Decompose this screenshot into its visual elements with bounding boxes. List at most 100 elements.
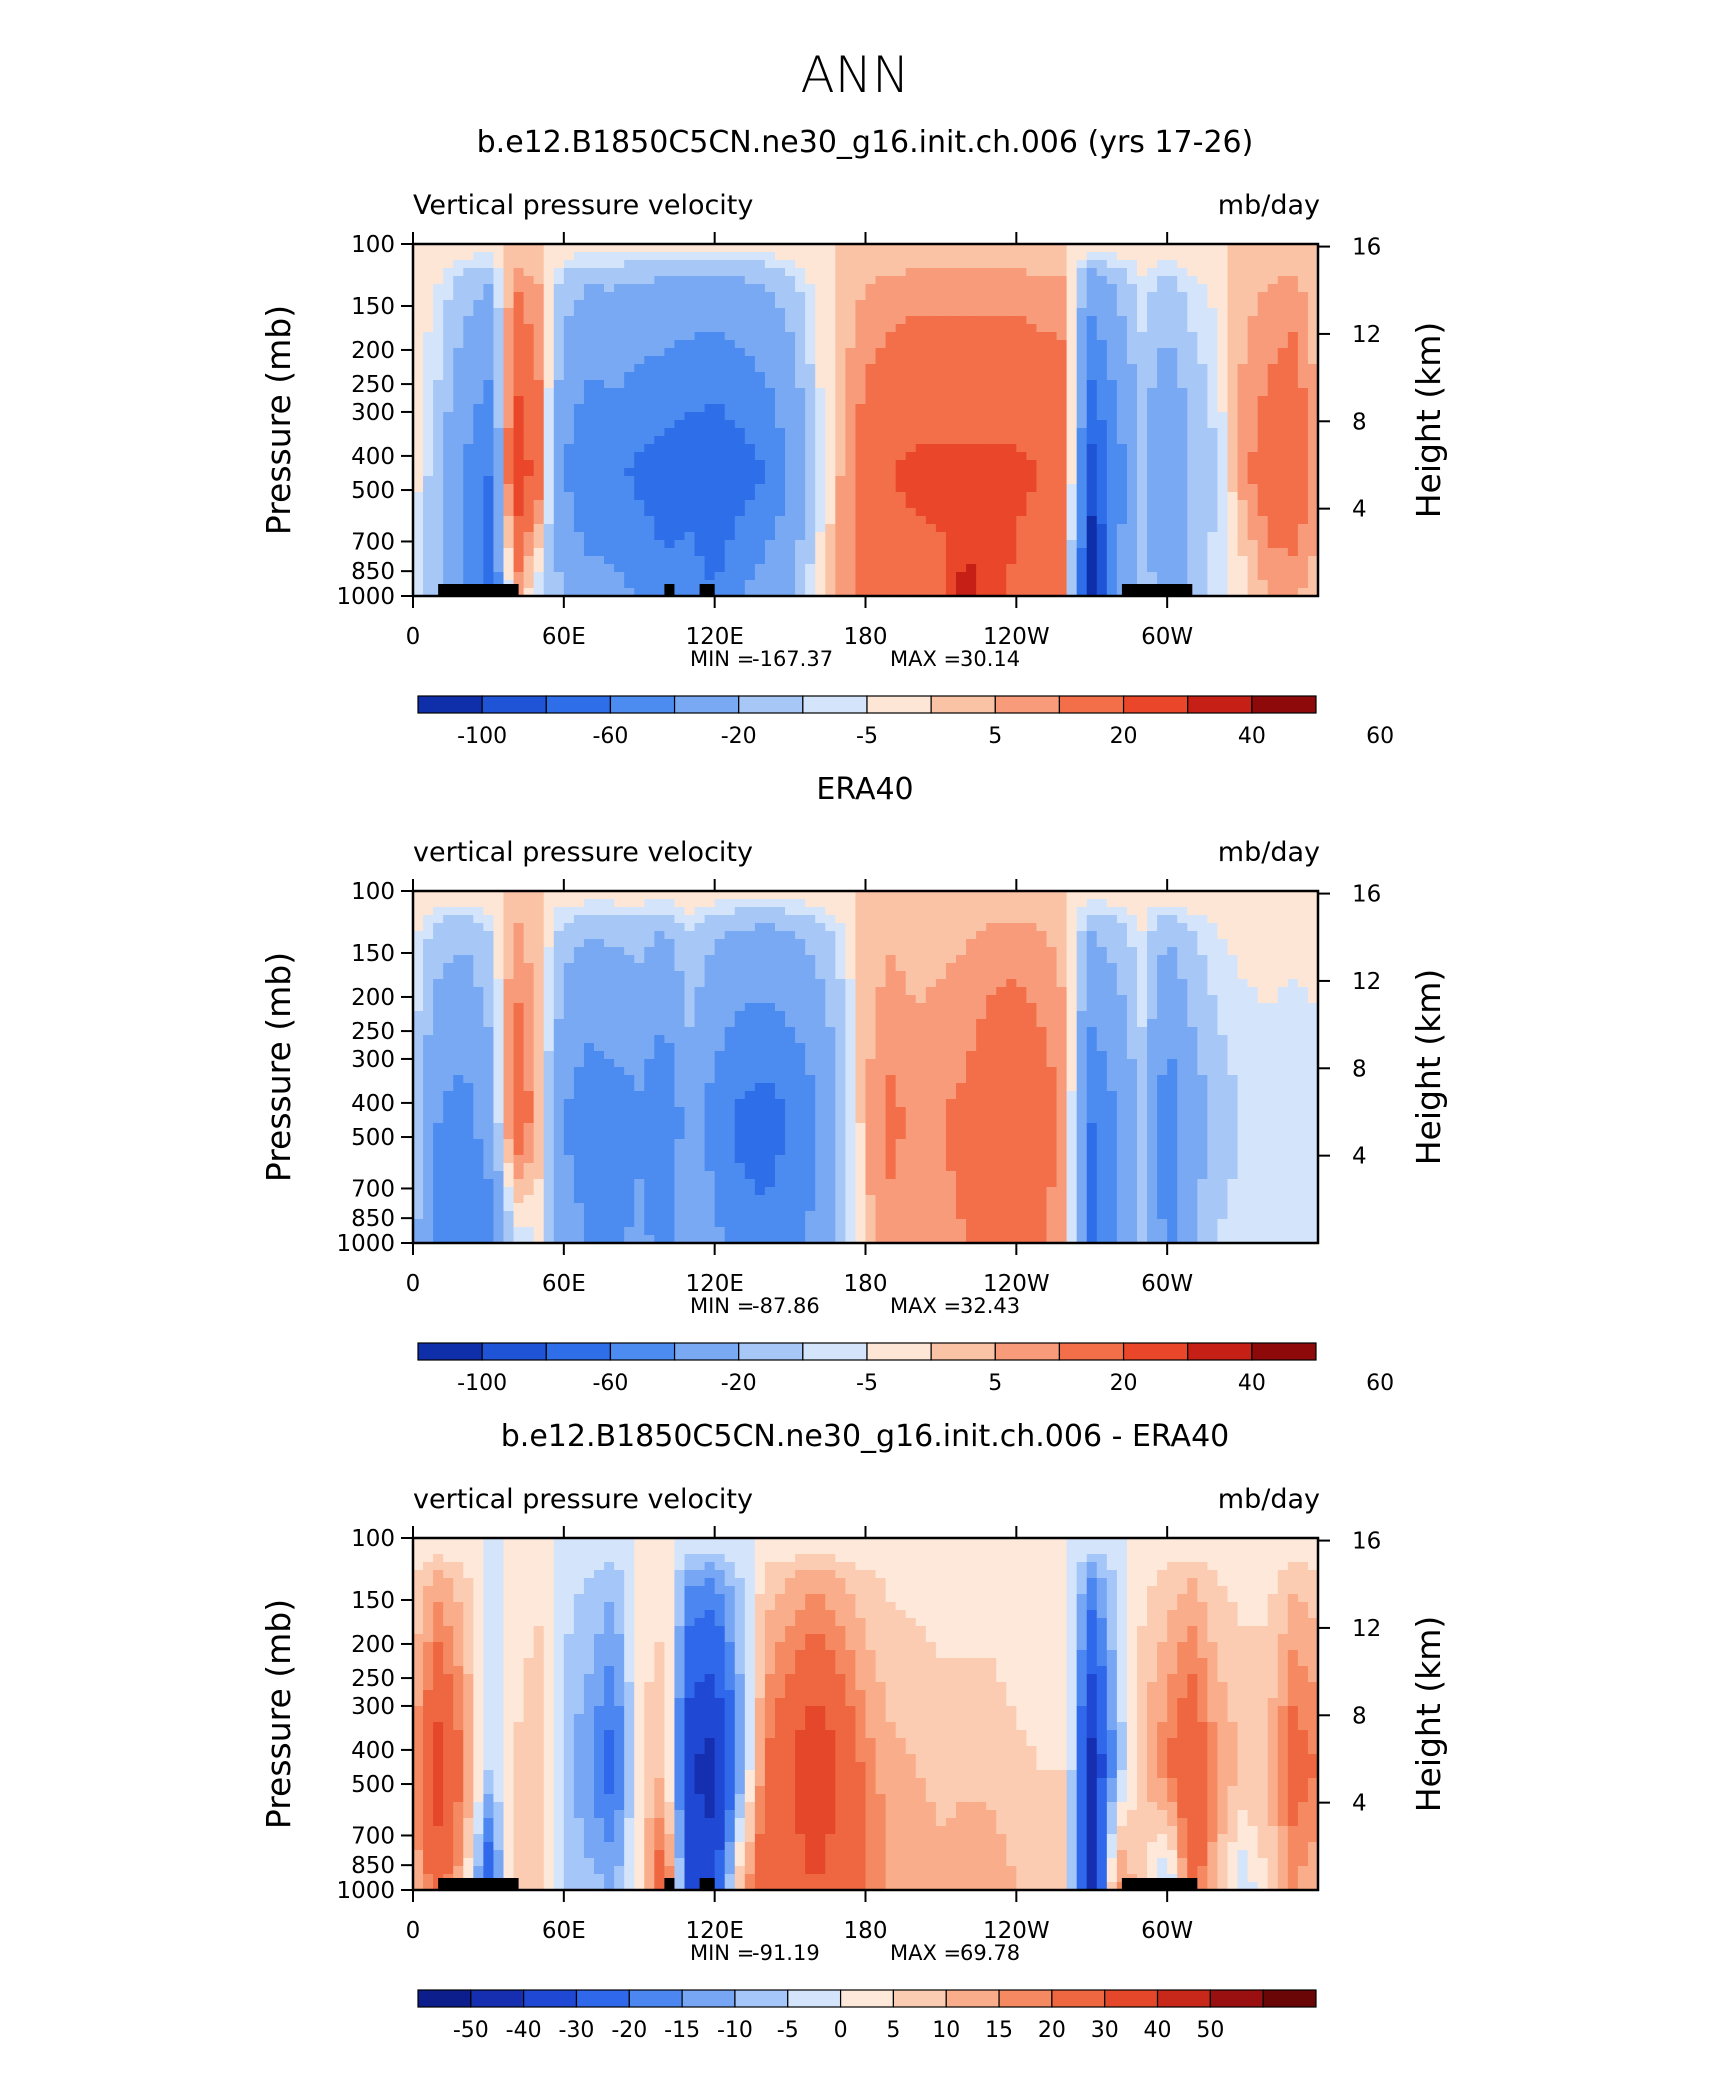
- heatmap-cell: [604, 540, 615, 549]
- heatmap-cell: [754, 340, 766, 349]
- heatmap-cell: [1086, 556, 1098, 565]
- heatmap-cell: [1056, 276, 1068, 285]
- heatmap-cell: [966, 516, 977, 525]
- heatmap-cell: [553, 268, 565, 277]
- heatmap-cell: [483, 476, 495, 485]
- heatmap-cell: [413, 1003, 424, 1012]
- heatmap-cell: [473, 500, 484, 509]
- heatmap-cell: [895, 324, 907, 333]
- heatmap-cell: [463, 476, 474, 485]
- heatmap-cell: [493, 1147, 505, 1156]
- heatmap-cell: [1116, 348, 1128, 357]
- heatmap-cell: [604, 1123, 615, 1132]
- heatmap-cell: [493, 428, 505, 437]
- heatmap-cell: [483, 364, 495, 373]
- heatmap-cell: [1187, 540, 1198, 549]
- heatmap-cell: [785, 388, 796, 397]
- heatmap-cell: [503, 524, 515, 533]
- heatmap-cell: [483, 1203, 495, 1212]
- heatmap-cell: [463, 452, 474, 461]
- heatmap-cell: [1066, 412, 1078, 421]
- heatmap-cell: [1147, 252, 1158, 261]
- heatmap-cell: [433, 564, 444, 573]
- heatmap-cell: [543, 1147, 555, 1156]
- heatmap-cell: [724, 444, 736, 453]
- heatmap-cell: [443, 931, 454, 940]
- heatmap-cell: [423, 1091, 434, 1100]
- heatmap-cell: [473, 276, 484, 285]
- heatmap-cell: [835, 532, 846, 541]
- heatmap-cell: [855, 396, 867, 405]
- heatmap-cell: [513, 915, 525, 924]
- heatmap-cell: [925, 556, 937, 565]
- heatmap-cell: [775, 492, 786, 501]
- heatmap-cell: [1217, 388, 1229, 397]
- heatmap-cell: [905, 420, 917, 429]
- heatmap-cell: [513, 1107, 525, 1116]
- heatmap-cell: [1106, 356, 1118, 365]
- heatmap-cell: [594, 268, 605, 277]
- heatmap-cell: [624, 356, 635, 365]
- heatmap-cell: [553, 1123, 565, 1132]
- heatmap-cell: [945, 364, 957, 373]
- heatmap-cell: [1177, 276, 1188, 285]
- heatmap-cell: [1016, 524, 1027, 533]
- heatmap-cell: [463, 348, 474, 357]
- heatmap-cell: [624, 1067, 635, 1076]
- variable-label: vertical pressure velocity: [413, 837, 753, 868]
- heatmap-cell: [1187, 476, 1198, 485]
- heatmap-cell: [543, 1107, 555, 1116]
- heatmap-cell: [443, 1011, 454, 1020]
- heatmap-cell: [513, 516, 525, 525]
- heatmap-cell: [845, 244, 857, 253]
- heatmap-cell: [1307, 252, 1319, 261]
- heatmap-cell: [1277, 260, 1289, 269]
- heatmap-cell: [744, 292, 756, 301]
- heatmap-cell: [775, 516, 786, 525]
- heatmap-cell: [865, 492, 877, 501]
- heatmap-cell: [1307, 532, 1319, 541]
- heatmap-cell: [825, 356, 836, 365]
- heatmap-cell: [885, 276, 897, 285]
- heatmap-cell: [523, 340, 535, 349]
- heatmap-cell: [704, 524, 716, 533]
- heatmap-cell: [453, 292, 464, 301]
- heatmap-cell: [966, 452, 977, 461]
- heatmap-cell: [986, 380, 997, 389]
- heatmap-cell: [594, 1115, 605, 1124]
- heatmap-cell: [483, 348, 495, 357]
- heatmap-cell: [1277, 332, 1289, 341]
- heatmap-cell: [443, 444, 454, 453]
- heatmap-cell: [945, 508, 957, 517]
- heatmap-cell: [835, 508, 846, 517]
- heatmap-cell: [865, 348, 877, 357]
- heatmap-cell: [1177, 388, 1188, 397]
- heatmap-cell: [785, 548, 796, 557]
- heatmap-cell: [1307, 348, 1319, 357]
- heatmap-cell: [996, 356, 1007, 365]
- heatmap-cell: [604, 907, 615, 916]
- heatmap-cell: [664, 420, 676, 429]
- heatmap-cell: [583, 1179, 595, 1188]
- heatmap-cell: [976, 364, 987, 373]
- heatmap-cell: [614, 1067, 625, 1076]
- heatmap-cell: [1227, 252, 1239, 261]
- heatmap-cell: [553, 1003, 565, 1012]
- heatmap-cell: [413, 588, 424, 597]
- heatmap-cell: [905, 252, 917, 261]
- heatmap-cell: [905, 372, 917, 381]
- heatmap-cell: [764, 396, 776, 405]
- heatmap-cell: [1116, 412, 1128, 421]
- heatmap-cell: [1016, 332, 1027, 341]
- heatmap-cell: [1297, 316, 1309, 325]
- heatmap-cell: [594, 276, 605, 285]
- heatmap-cell: [1267, 380, 1279, 389]
- heatmap-cell: [644, 268, 655, 277]
- heatmap-cell: [1147, 524, 1158, 533]
- heatmap-cell: [463, 340, 474, 349]
- heatmap-cell: [654, 516, 665, 525]
- heatmap-cell: [966, 548, 977, 557]
- heatmap-cell: [956, 548, 967, 557]
- heatmap-cell: [473, 907, 484, 916]
- heatmap-cell: [594, 907, 605, 916]
